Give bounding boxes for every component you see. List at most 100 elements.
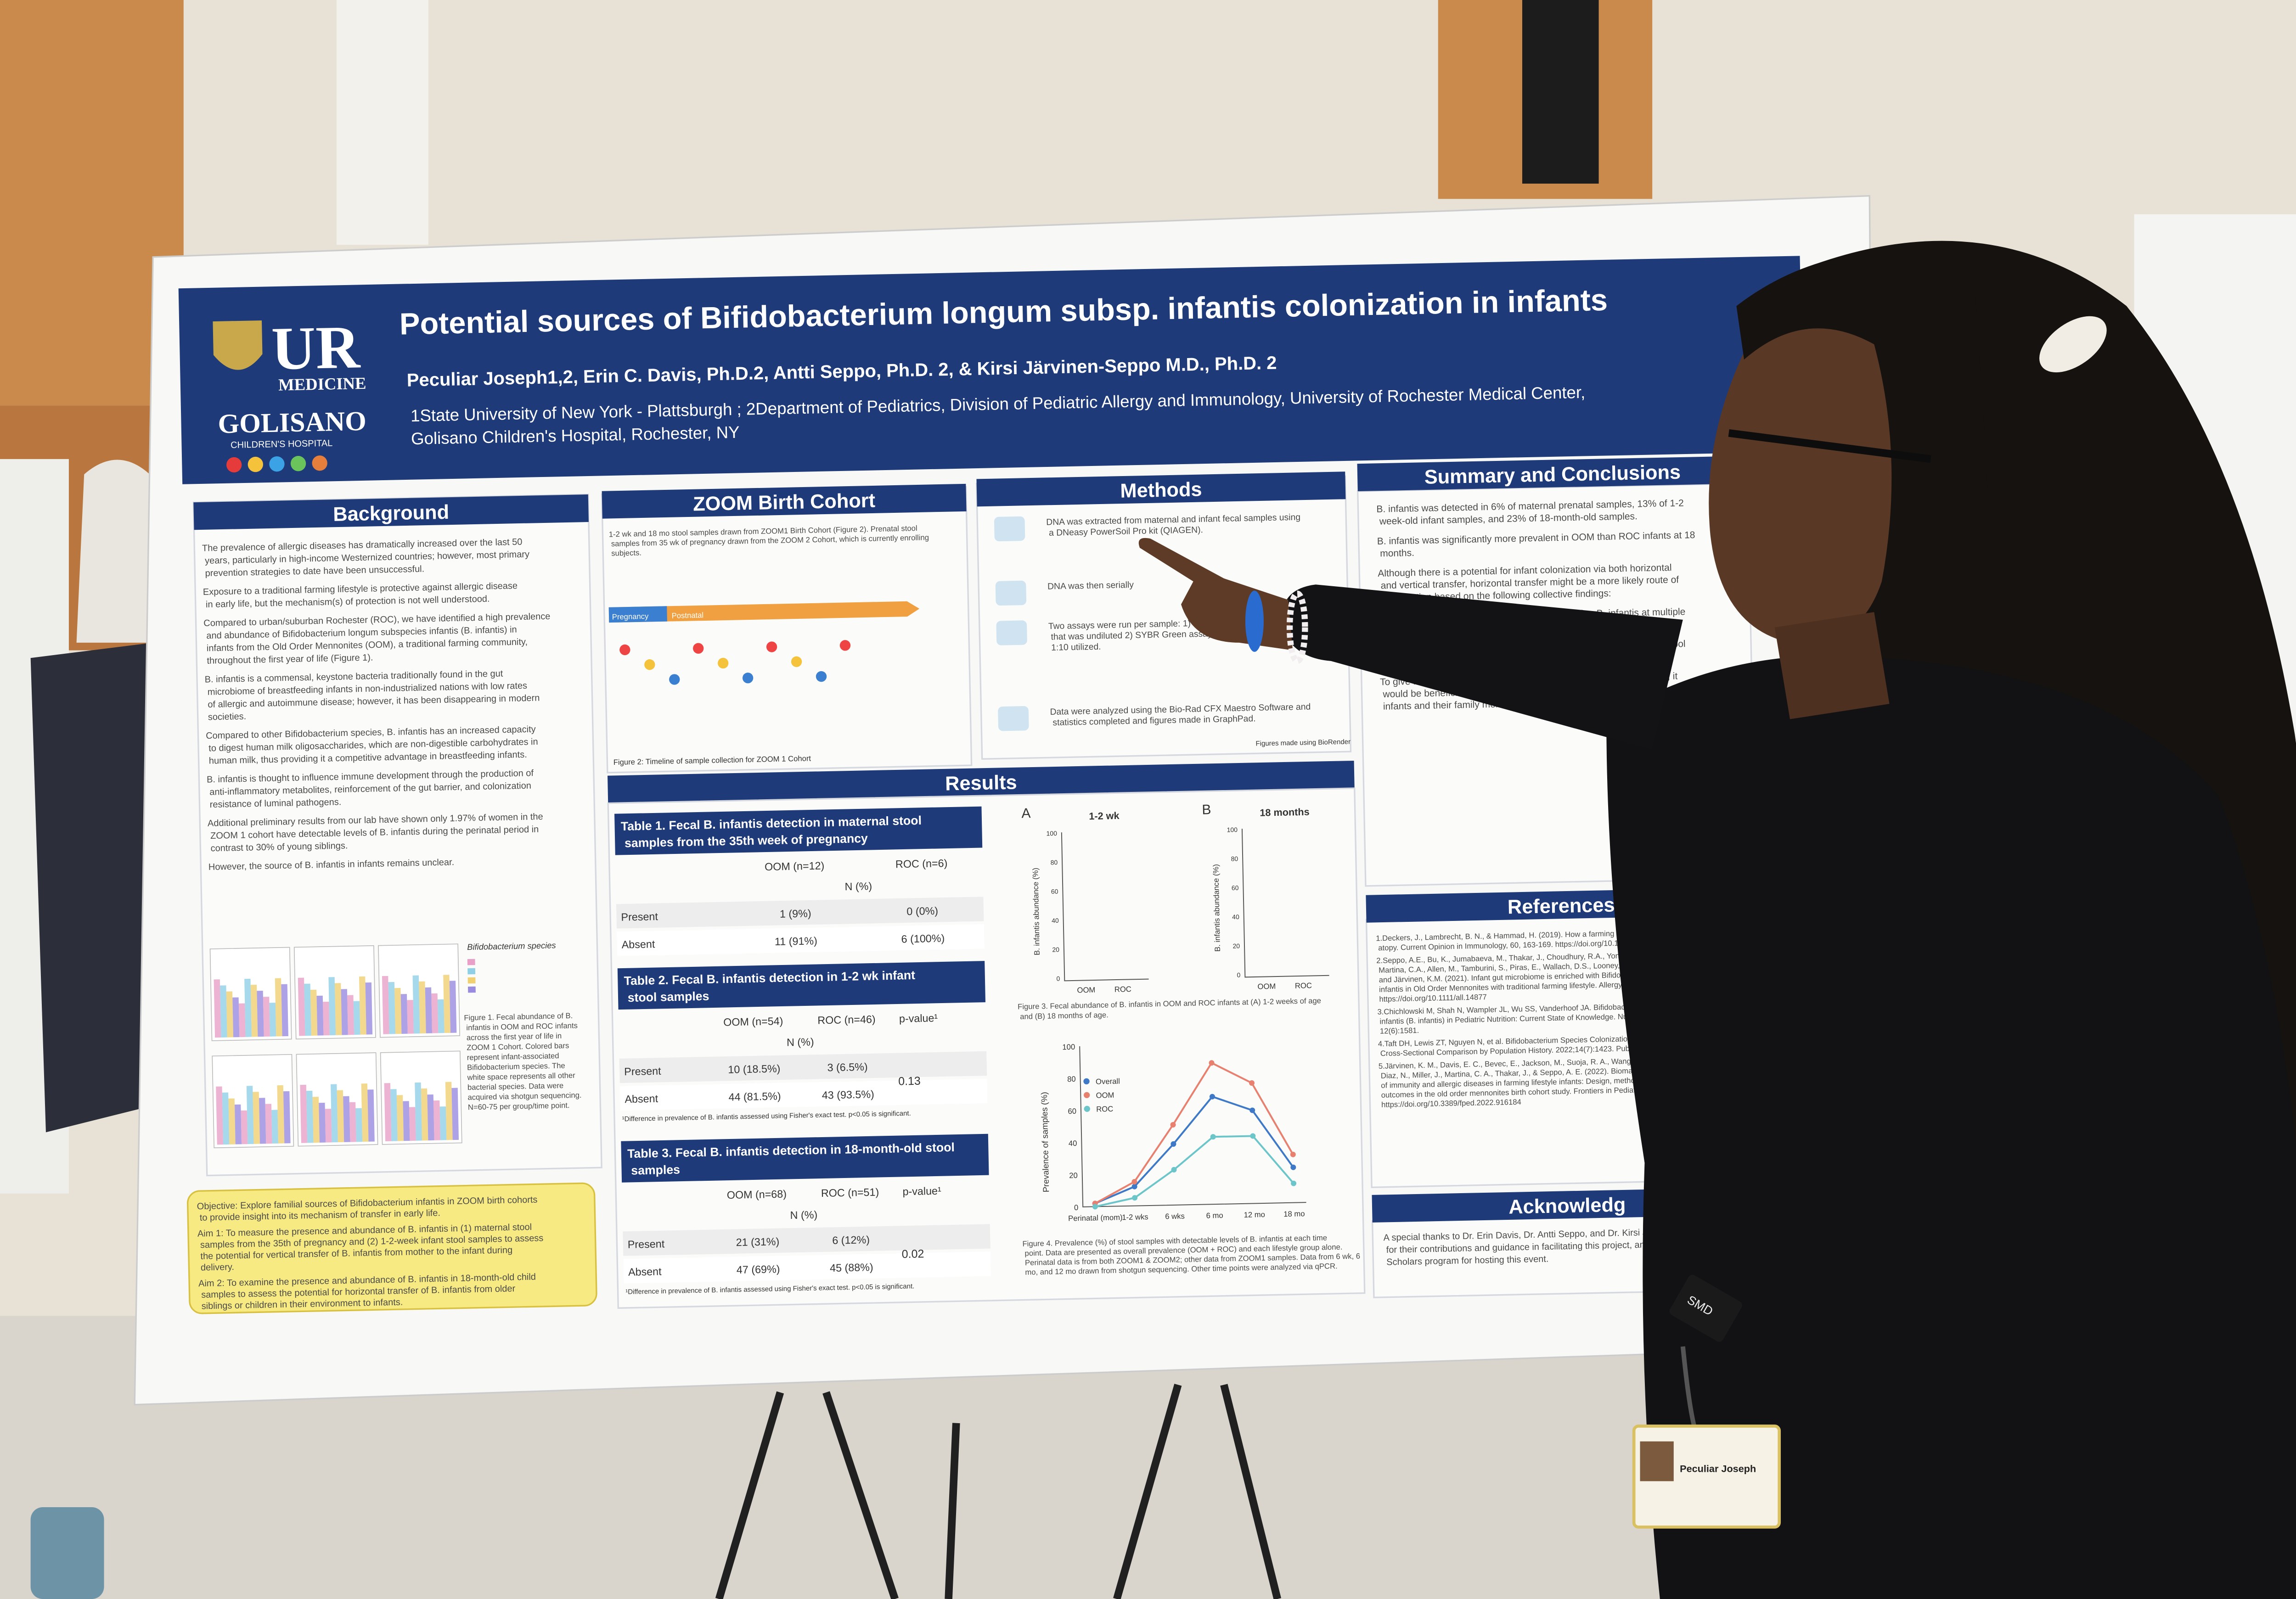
figure-stripe (337, 1090, 344, 1143)
table-cell: 43 (93.5%) (822, 1088, 875, 1101)
figure-stripe (310, 989, 318, 1036)
table-cell: 6 (100%) (901, 932, 945, 945)
column-header: ROC (n=6) (895, 857, 948, 870)
x-label: 1-2 wks (1122, 1212, 1148, 1222)
figure-stripe (367, 1089, 375, 1142)
header-band (178, 256, 1804, 484)
figure-stripe (394, 988, 402, 1034)
group-label: OOM (1077, 986, 1095, 995)
legend-label: Overall (1096, 1077, 1120, 1086)
figure-stripe (412, 975, 420, 1034)
hospital-logo: GOLISANO (218, 406, 366, 439)
table-row (623, 1251, 991, 1284)
subheader: N (%) (790, 1209, 817, 1221)
figure-stripe (347, 995, 355, 1035)
series-point (1249, 1107, 1255, 1113)
legend-swatch (467, 968, 476, 975)
section-heading-bar (1357, 456, 1748, 492)
tick-label: 40 (1069, 1139, 1077, 1148)
figure-stripe (409, 1107, 416, 1141)
table-cell: 0 (0%) (906, 905, 938, 917)
table-cell: 11 (91%) (775, 935, 817, 948)
figure-stripe (216, 1086, 224, 1145)
table-cell: Present (624, 1065, 661, 1078)
easel-leg (822, 1391, 899, 1599)
column-header: p-value¹ (902, 1185, 941, 1198)
figure-stripe (214, 979, 221, 1038)
table-cell: Present (621, 910, 658, 923)
series-point (1131, 1179, 1137, 1185)
timeline-icon (644, 659, 655, 670)
x-label: 6 mo (1206, 1211, 1223, 1220)
neck (1774, 612, 1890, 719)
glasses (1728, 429, 1931, 463)
figure-stripe (226, 991, 234, 1038)
column-header: OOM (n=68) (727, 1188, 787, 1201)
table-row (623, 1224, 990, 1256)
bystander-hood (76, 460, 159, 643)
timeline-icon (619, 644, 630, 656)
sleeve (1281, 584, 1683, 750)
tick-label: 20 (1069, 1171, 1078, 1180)
series-point (1291, 1180, 1297, 1186)
timeline-icon (742, 673, 754, 684)
figure-stripe (300, 1084, 308, 1143)
figure-stripe (445, 1082, 453, 1140)
hospital-sub: CHILDREN'S HOSPITAL (231, 438, 333, 450)
series-point (1092, 1204, 1098, 1210)
axis-label: Prevalence of samples (%) (1039, 1092, 1051, 1192)
tick-label: 80 (1067, 1075, 1076, 1083)
series-point (1290, 1164, 1296, 1170)
easel (715, 1384, 1281, 1599)
x-label: 12 mo (1244, 1210, 1265, 1219)
easel-leg (1220, 1384, 1281, 1599)
bullet: Compared to other Bifidobacterium specie… (206, 724, 538, 766)
figure-stripe (316, 995, 324, 1036)
figure-stripe (244, 978, 252, 1037)
figure-stripe (365, 982, 373, 1035)
figure-stripe (361, 1083, 369, 1142)
figure-stripe (325, 1109, 332, 1143)
axis (1241, 829, 1329, 978)
section-heading: References (1508, 894, 1615, 919)
legend-marker (1083, 1092, 1090, 1099)
timeline-icon (791, 656, 802, 667)
legend-swatch (467, 959, 475, 965)
tick-label: 0 (1056, 975, 1060, 982)
table-row (619, 1078, 988, 1111)
method-icon (996, 620, 1027, 645)
logo-sub: MEDICINE (278, 374, 366, 394)
figure-stripe (319, 1103, 326, 1143)
figure-stripe (250, 984, 258, 1037)
figure-stripe (403, 1101, 410, 1141)
water-bottle (30, 1507, 104, 1599)
light-panel (336, 0, 428, 245)
pillar (1522, 0, 1599, 184)
timeline-label: Pregnancy (612, 612, 649, 622)
figure-stripe (246, 1086, 254, 1145)
tick-label: 100 (1227, 826, 1238, 833)
section-heading: Background (333, 501, 450, 526)
table-cell: Absent (628, 1265, 662, 1278)
tick-label: 80 (1231, 855, 1238, 862)
figure-stripe (355, 1108, 363, 1142)
figure-stripe (443, 975, 451, 1033)
series-point (1131, 1184, 1137, 1189)
axis-label: B. infantis abundance (%) (1211, 864, 1222, 952)
figure-stripe (277, 1085, 285, 1144)
legend-swatch (467, 986, 476, 993)
method-step: DNA was then serially (1047, 580, 1134, 592)
figure-stripe (359, 976, 366, 1035)
figure-caption: Figure 1. Fecal abundance of B. infantis… (464, 1011, 582, 1112)
table-cell: 1 (9%) (780, 907, 811, 920)
table-row (619, 1051, 987, 1083)
figure-stripe (433, 1100, 441, 1140)
figure-stripe (304, 983, 311, 1036)
lanyard-tag (1669, 1274, 1742, 1342)
badge-name: Peculiar Joseph (1680, 1463, 1756, 1474)
table-cell: 44 (81.5%) (728, 1090, 781, 1103)
tick-label: 100 (1062, 1043, 1075, 1052)
x-label: Perinatal (mom) (1068, 1213, 1123, 1223)
subheader: N (%) (844, 880, 872, 892)
